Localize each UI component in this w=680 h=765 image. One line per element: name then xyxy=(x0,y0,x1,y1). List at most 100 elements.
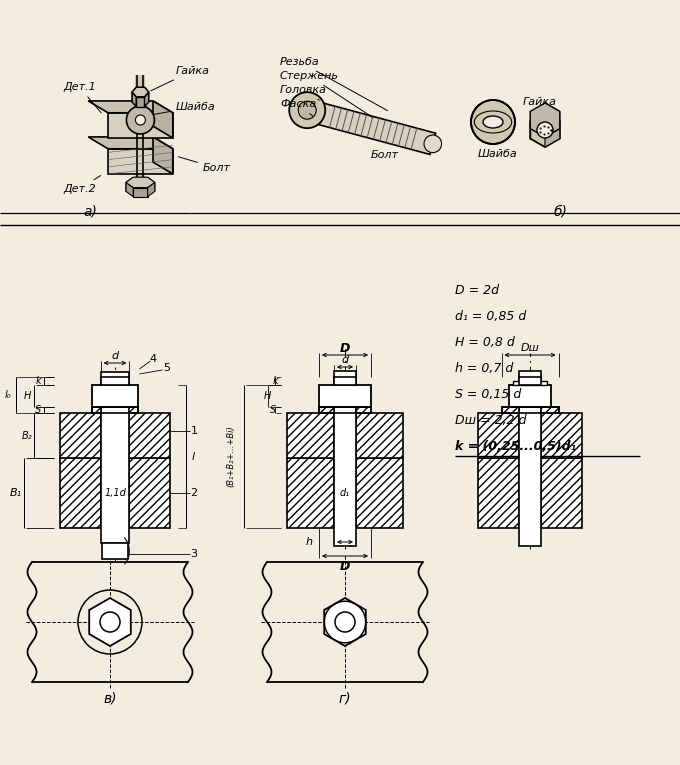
Text: 1: 1 xyxy=(190,426,197,436)
Circle shape xyxy=(135,115,146,125)
Text: B₂: B₂ xyxy=(22,431,33,441)
Polygon shape xyxy=(324,598,366,646)
Polygon shape xyxy=(126,182,133,197)
Text: S = 0,15 d: S = 0,15 d xyxy=(455,388,522,401)
Bar xyxy=(541,413,582,458)
Circle shape xyxy=(537,122,553,138)
Bar xyxy=(60,458,101,528)
Polygon shape xyxy=(89,598,131,646)
Polygon shape xyxy=(126,177,155,187)
Text: l: l xyxy=(192,451,194,461)
Bar xyxy=(92,385,139,407)
Text: S: S xyxy=(35,405,41,415)
Bar xyxy=(287,413,334,458)
Text: Дет.2: Дет.2 xyxy=(63,175,101,194)
Text: H: H xyxy=(23,391,31,401)
Polygon shape xyxy=(153,137,173,174)
Bar xyxy=(519,377,541,385)
Text: k = (0,25...0,5)d₁: k = (0,25...0,5)d₁ xyxy=(455,440,576,453)
Text: г): г) xyxy=(339,691,352,705)
Text: Шайба: Шайба xyxy=(478,149,518,159)
Text: B₁: B₁ xyxy=(10,488,22,498)
Text: 3: 3 xyxy=(190,549,197,559)
Text: D = 2d: D = 2d xyxy=(455,284,499,297)
Polygon shape xyxy=(132,92,136,107)
Text: Гайка: Гайка xyxy=(523,97,557,107)
Bar xyxy=(356,413,403,458)
Text: в): в) xyxy=(103,691,117,705)
Polygon shape xyxy=(136,96,145,107)
Polygon shape xyxy=(148,177,155,191)
Polygon shape xyxy=(88,137,173,149)
Polygon shape xyxy=(148,182,155,197)
Text: Dш = 2,2 d: Dш = 2,2 d xyxy=(455,414,526,427)
Bar xyxy=(502,407,558,413)
Text: h = 0,7 d: h = 0,7 d xyxy=(455,362,513,375)
Polygon shape xyxy=(136,87,145,97)
Polygon shape xyxy=(153,101,173,138)
Bar xyxy=(129,413,170,458)
Text: 4: 4 xyxy=(150,354,157,364)
Text: Резьба: Резьба xyxy=(280,57,388,111)
Bar xyxy=(356,458,403,528)
Text: D: D xyxy=(340,559,350,572)
Text: k: k xyxy=(272,376,278,386)
Polygon shape xyxy=(126,177,133,191)
Text: Болт: Болт xyxy=(178,157,231,173)
Bar xyxy=(92,407,139,413)
Text: d: d xyxy=(341,355,349,365)
Circle shape xyxy=(126,106,154,134)
Text: H: H xyxy=(263,391,271,401)
Polygon shape xyxy=(145,92,149,107)
Text: d₁ = 0,85 d: d₁ = 0,85 d xyxy=(455,310,526,323)
Bar xyxy=(356,407,371,413)
Polygon shape xyxy=(530,113,560,147)
Text: Dш: Dш xyxy=(521,343,539,353)
Text: Гайка: Гайка xyxy=(151,66,209,91)
Text: 1,1d: 1,1d xyxy=(104,488,126,498)
Polygon shape xyxy=(530,103,560,137)
Text: Дет.1: Дет.1 xyxy=(63,82,101,113)
Circle shape xyxy=(100,612,120,632)
Polygon shape xyxy=(545,103,560,122)
Polygon shape xyxy=(305,99,436,155)
Text: k: k xyxy=(35,376,41,386)
Bar xyxy=(287,458,334,528)
Polygon shape xyxy=(132,87,149,96)
Bar xyxy=(509,385,551,407)
Circle shape xyxy=(424,135,441,153)
Text: h: h xyxy=(305,537,313,547)
Circle shape xyxy=(289,92,325,129)
Bar xyxy=(101,372,129,543)
Bar xyxy=(319,407,334,413)
Text: а): а) xyxy=(83,204,97,218)
Text: 5: 5 xyxy=(163,363,170,373)
Text: Фаска: Фаска xyxy=(280,99,316,116)
Text: d: d xyxy=(112,351,118,361)
Polygon shape xyxy=(88,101,173,112)
Bar xyxy=(519,371,541,546)
Text: 2: 2 xyxy=(190,488,198,498)
Polygon shape xyxy=(132,87,136,102)
Text: D: D xyxy=(340,341,350,354)
Text: (B₁+B₂+...+Bi): (B₁+B₂+...+Bi) xyxy=(226,425,235,487)
Bar xyxy=(60,413,101,458)
Text: б): б) xyxy=(553,204,567,218)
Text: S: S xyxy=(270,405,276,415)
Polygon shape xyxy=(108,149,173,174)
Circle shape xyxy=(335,612,355,632)
Bar xyxy=(129,407,139,413)
Circle shape xyxy=(471,100,515,144)
Bar xyxy=(502,407,519,413)
Text: H = 0,8 d: H = 0,8 d xyxy=(455,336,515,349)
Bar xyxy=(102,543,128,559)
Bar xyxy=(541,407,558,413)
Text: d₁: d₁ xyxy=(340,488,350,498)
Text: Стержень: Стержень xyxy=(280,71,373,118)
Bar xyxy=(513,381,547,385)
Bar xyxy=(334,371,356,546)
Circle shape xyxy=(299,101,316,119)
Polygon shape xyxy=(133,187,148,197)
Bar xyxy=(92,407,101,413)
Bar xyxy=(541,458,582,528)
